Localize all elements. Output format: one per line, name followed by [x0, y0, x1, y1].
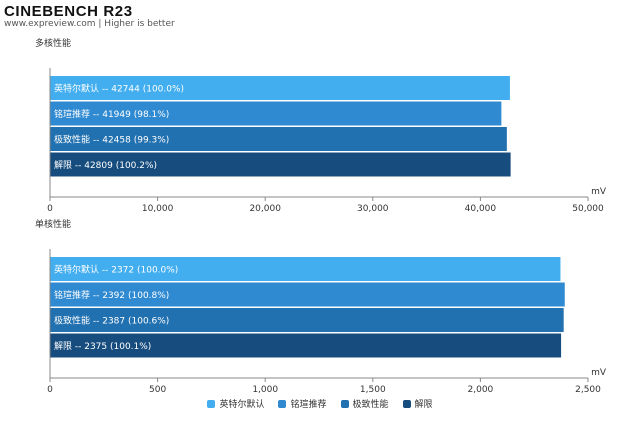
bar	[50, 308, 564, 332]
legend-item[interactable]: 解限	[402, 397, 433, 410]
x-tick-label: 30,000	[357, 204, 389, 214]
bar	[50, 127, 507, 151]
legend-label: 极致性能	[352, 400, 389, 410]
x-tick-label: 50,000	[572, 204, 604, 214]
legend: 英特尔默认 铭瑄推荐 极致性能 解限	[0, 397, 640, 410]
legend-item[interactable]: 英特尔默认	[207, 397, 264, 410]
legend-label: 英特尔默认	[219, 400, 265, 410]
bar-label: 极致性能 -- 42458 (99.3%)	[54, 134, 169, 146]
bar-label: 解限 -- 2375 (100.1%)	[54, 340, 151, 352]
bar	[50, 101, 502, 126]
legend-swatch	[402, 399, 411, 408]
x-tick-label: 500	[149, 385, 166, 395]
x-tick-label: 10,000	[142, 204, 174, 214]
legend-swatch	[278, 399, 287, 408]
legend-item[interactable]: 铭瑄推荐	[278, 397, 327, 410]
x-tick-label: 2,500	[575, 385, 601, 395]
unit-label: mV	[591, 187, 607, 197]
bar	[50, 333, 562, 358]
legend-item[interactable]: 极致性能	[340, 397, 389, 410]
chart-subtitle: www.expreview.com | Higher is better	[4, 19, 175, 29]
bar	[50, 257, 561, 281]
x-tick-label: 1,000	[252, 385, 278, 395]
unit-label: mV	[591, 368, 607, 378]
bar-label: 极致性能 -- 2387 (100.6%)	[54, 315, 169, 327]
panel-title: 单核性能	[35, 218, 71, 230]
bar-label: 英特尔默认 -- 2372 (100.0%)	[54, 264, 178, 276]
panel-title: 多核性能	[35, 37, 71, 49]
bar-label: 铭瑄推荐 -- 41949 (98.1%)	[54, 108, 169, 120]
x-tick-label: 40,000	[465, 204, 497, 214]
chart-title: CINEBENCH R23	[4, 3, 133, 20]
bar	[50, 152, 511, 177]
legend-swatch	[340, 399, 349, 408]
bar-label: 英特尔默认 -- 42744 (100.0%)	[54, 83, 184, 95]
bar	[50, 282, 565, 307]
x-tick-label: 2,000	[468, 385, 494, 395]
x-tick-label: 0	[47, 204, 53, 214]
legend-swatch	[207, 399, 216, 408]
bar-label: 铭瑄推荐 -- 2392 (100.8%)	[54, 289, 169, 301]
legend-label: 铭瑄推荐	[290, 400, 327, 410]
bar	[50, 76, 510, 100]
x-tick-label: 0	[47, 385, 53, 395]
bar-label: 解限 -- 42809 (100.2%)	[54, 159, 157, 171]
x-tick-label: 1,500	[360, 385, 386, 395]
legend-label: 解限	[414, 400, 433, 410]
x-tick-label: 20,000	[249, 204, 281, 214]
